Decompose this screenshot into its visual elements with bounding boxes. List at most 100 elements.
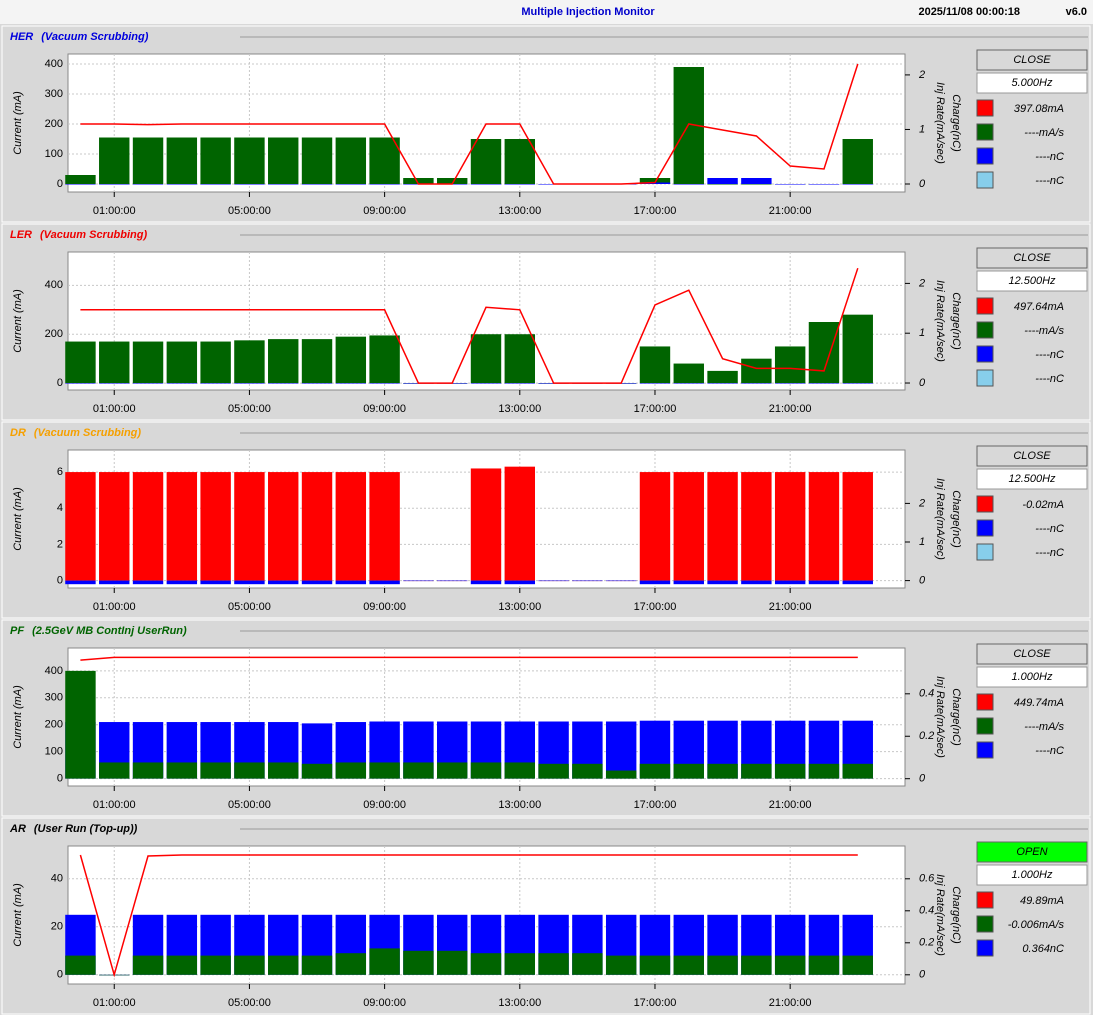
status-text: CLOSE [1013,648,1051,660]
data-bar [234,184,265,185]
data-bar [504,383,536,384]
x-tick-label: 05:00:00 [228,997,271,1009]
data-bar [369,580,400,585]
data-bar [301,184,333,185]
data-bar [504,953,536,975]
data-line [80,63,859,185]
data-bar [301,955,333,975]
data-bar [335,762,367,779]
status-text: CLOSE [1013,252,1051,264]
y2-tick-label: 0.2 [919,730,934,742]
y-tick-label: 200 [45,719,63,731]
x-tick-label: 05:00:00 [228,799,271,811]
frequency-box [976,270,1088,292]
data-bar [99,341,130,384]
readout-value: -0.02mA [1022,499,1064,511]
status-button [976,841,1088,863]
data-bar [369,383,400,384]
x-tick-label: 21:00:00 [769,205,812,217]
data-bar [741,358,772,384]
data-bar [65,175,96,184]
y-axis-label: Current (mA) [12,883,24,947]
data-bar [842,314,873,384]
y2-tick-label: 0 [919,969,926,981]
data-bar [707,178,738,184]
data-bar [774,184,806,185]
y2-axis-label: Charge(nC) [950,688,962,746]
y2-tick-label: 0 [919,178,926,190]
y-tick-label: 400 [45,58,63,70]
y-axis-label: Current (mA) [12,91,24,155]
y-tick-label: 4 [57,502,63,514]
app-title: Multiple Injection Monitor [521,6,655,18]
y-tick-label: 0 [57,377,63,389]
data-bar [369,137,400,184]
data-bar [200,137,231,184]
data-bar [132,955,164,975]
data-bar [673,763,704,779]
x-tick-label: 05:00:00 [228,205,271,217]
readout-swatch [976,123,994,141]
data-bar [268,184,299,185]
y2-axis-label: Charge(nC) [950,94,962,152]
data-bar [741,580,772,585]
readout-value: 397.08mA [1014,103,1064,115]
data-bar [842,184,873,185]
data-bar [335,580,367,585]
x-tick-label: 01:00:00 [93,997,136,1009]
data-bar [335,953,367,975]
readout-swatch [976,741,994,759]
data-bar [369,762,400,779]
y2-tick-label: 1 [919,536,925,548]
x-tick-label: 21:00:00 [769,997,812,1009]
readout-swatch [976,147,994,165]
data-bar [403,178,434,184]
data-bar [572,580,603,582]
x-tick-label: 21:00:00 [769,403,812,415]
x-tick-label: 13:00:00 [498,601,541,613]
readout-value: ----nC [1035,745,1064,757]
readout-swatch [976,321,994,339]
readout-value: -0.006mA/s [1008,919,1065,931]
data-bar [335,137,367,184]
x-tick-label: 09:00:00 [363,799,406,811]
run-mode: (Vacuum Scrubbing) [34,427,141,439]
x-tick-label: 13:00:00 [498,997,541,1009]
readout-value: ----nC [1035,349,1064,361]
x-tick-label: 09:00:00 [363,403,406,415]
data-bar [504,466,536,581]
data-bar [639,383,671,384]
data-bar [369,472,400,581]
frequency-box [976,666,1088,688]
panel-title: LER (Vacuum Scrubbing) [10,229,147,241]
data-bar [504,580,536,585]
x-tick-label: 13:00:00 [498,799,541,811]
data-bar [234,580,265,585]
data-bar [335,383,367,384]
frequency-box [976,864,1088,886]
y2-axis-label: Inj Rate(mA/sec) [934,280,946,362]
data-bar [65,184,96,185]
frequency: 12.500Hz [1008,275,1056,287]
data-bar [741,955,772,975]
readout-swatch [976,297,994,315]
panel-title: HER (Vacuum Scrubbing) [10,31,149,43]
data-bar [403,950,434,975]
frequency-box [976,72,1088,94]
data-bar [842,763,873,779]
data-bar [268,383,299,384]
data-bar [301,580,333,585]
y2-tick-label: 0 [919,575,926,587]
data-bar [200,184,231,185]
data-bar [470,139,502,184]
data-bar [741,184,772,185]
system-name: HER [10,31,33,43]
data-bar [673,363,704,384]
data-bar [200,955,231,975]
system-name: DR [10,427,26,439]
data-bar [673,955,704,975]
y-axis-label: Current (mA) [12,487,24,551]
y-tick-label: 100 [45,148,63,160]
system-name: PF [10,625,24,637]
x-tick-label: 09:00:00 [363,601,406,613]
